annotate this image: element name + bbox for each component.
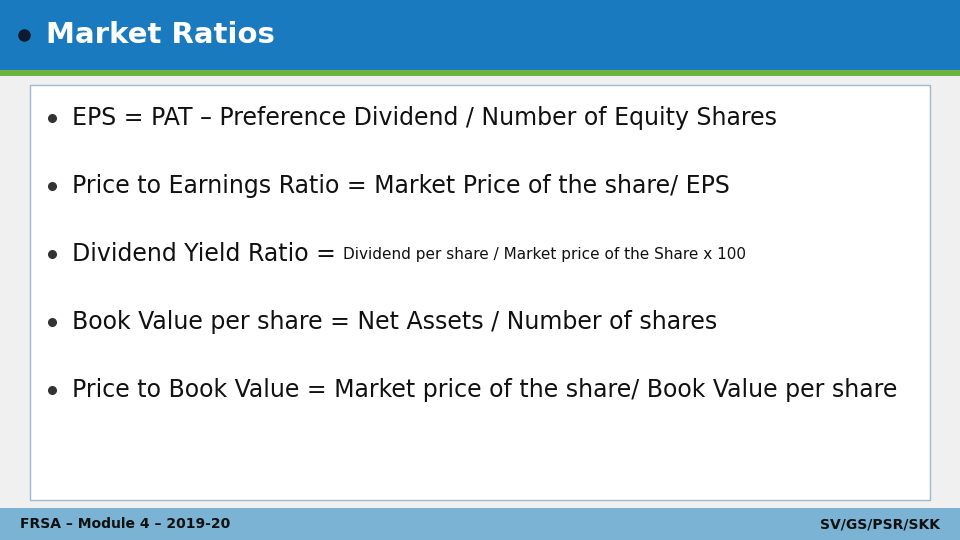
- Bar: [0, 508, 960, 540]
- Text: Price to Earnings Ratio = Market Price of the share/ EPS: Price to Earnings Ratio = Market Price o…: [72, 174, 730, 198]
- Text: FRSA – Module 4 – 2019-20: FRSA – Module 4 – 2019-20: [20, 517, 230, 531]
- Text: Book Value per share = Net Assets / Number of shares: Book Value per share = Net Assets / Numb…: [72, 310, 717, 334]
- Text: Dividend per share / Market price of the Share x 100: Dividend per share / Market price of the…: [344, 246, 746, 261]
- Text: SV/GS/PSR/SKK: SV/GS/PSR/SKK: [820, 517, 940, 531]
- Bar: [0, 70, 960, 76]
- Text: Market Ratios: Market Ratios: [46, 21, 275, 49]
- Text: EPS = PAT – Preference Dividend / Number of Equity Shares: EPS = PAT – Preference Dividend / Number…: [72, 106, 777, 130]
- Bar: [0, 0, 960, 70]
- FancyBboxPatch shape: [30, 85, 930, 500]
- Text: Dividend Yield Ratio =: Dividend Yield Ratio =: [72, 242, 344, 266]
- Text: Price to Book Value = Market price of the share/ Book Value per share: Price to Book Value = Market price of th…: [72, 378, 898, 402]
